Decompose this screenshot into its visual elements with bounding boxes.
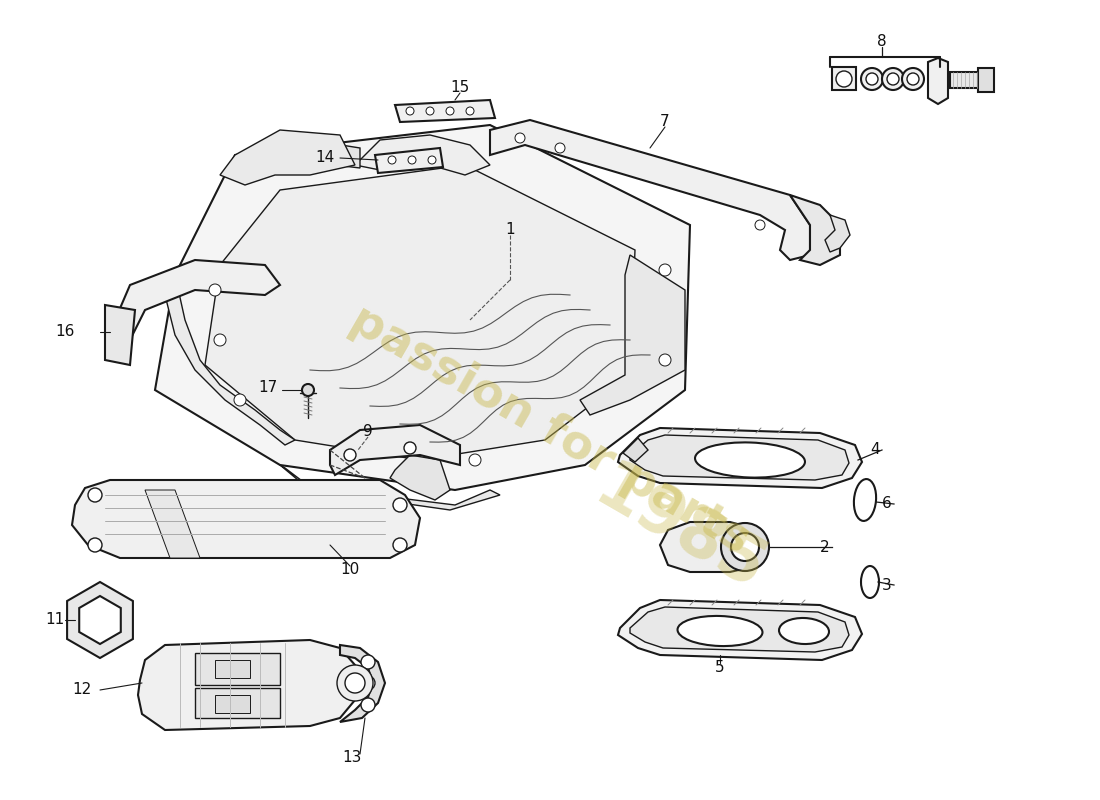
Text: 15: 15 [450, 81, 470, 95]
Polygon shape [825, 215, 850, 252]
Polygon shape [79, 596, 121, 644]
Circle shape [426, 107, 434, 115]
Polygon shape [395, 100, 495, 122]
Ellipse shape [695, 442, 805, 478]
Text: 3: 3 [882, 578, 892, 593]
Text: 5: 5 [715, 659, 725, 674]
Circle shape [234, 394, 246, 406]
Ellipse shape [678, 616, 762, 646]
Text: 1985: 1985 [583, 455, 777, 605]
Text: 6: 6 [882, 497, 892, 511]
Polygon shape [623, 438, 648, 462]
Polygon shape [104, 305, 135, 365]
Circle shape [882, 68, 904, 90]
Polygon shape [72, 480, 420, 558]
Text: 1: 1 [505, 222, 515, 238]
Polygon shape [220, 130, 355, 185]
Circle shape [344, 449, 356, 461]
Polygon shape [340, 645, 385, 722]
Polygon shape [375, 148, 443, 173]
Text: 13: 13 [342, 750, 362, 766]
Polygon shape [280, 465, 500, 510]
Circle shape [866, 73, 878, 85]
Polygon shape [330, 425, 460, 475]
Ellipse shape [779, 618, 829, 644]
Circle shape [755, 220, 764, 230]
Circle shape [732, 533, 759, 561]
Polygon shape [790, 195, 840, 265]
Circle shape [515, 133, 525, 143]
Text: 2: 2 [820, 539, 829, 554]
Polygon shape [580, 255, 685, 415]
Polygon shape [832, 67, 856, 90]
Text: 12: 12 [73, 682, 91, 698]
Polygon shape [490, 120, 810, 260]
Circle shape [428, 156, 436, 164]
Polygon shape [165, 275, 295, 445]
Circle shape [659, 264, 671, 276]
Circle shape [469, 454, 481, 466]
Text: 11: 11 [45, 613, 65, 627]
Polygon shape [630, 607, 849, 652]
Circle shape [902, 68, 924, 90]
Circle shape [659, 354, 671, 366]
Text: 8: 8 [877, 34, 887, 50]
Circle shape [393, 538, 407, 552]
Polygon shape [630, 435, 849, 480]
Circle shape [408, 156, 416, 164]
Circle shape [345, 673, 365, 693]
Text: passion for parts: passion for parts [342, 297, 758, 563]
Polygon shape [195, 653, 280, 685]
Polygon shape [660, 522, 768, 572]
Text: 14: 14 [316, 150, 336, 166]
Polygon shape [67, 582, 133, 658]
Circle shape [88, 488, 102, 502]
Circle shape [214, 334, 225, 346]
Polygon shape [618, 600, 862, 660]
Circle shape [88, 538, 102, 552]
Text: 4: 4 [870, 442, 880, 458]
Circle shape [556, 143, 565, 153]
Circle shape [361, 698, 375, 712]
Text: 10: 10 [340, 562, 360, 578]
Polygon shape [235, 140, 360, 182]
Polygon shape [355, 135, 490, 175]
Circle shape [209, 284, 221, 296]
Ellipse shape [854, 479, 876, 521]
Circle shape [388, 156, 396, 164]
Circle shape [361, 655, 375, 669]
Polygon shape [138, 640, 355, 730]
Polygon shape [214, 660, 250, 678]
Circle shape [404, 442, 416, 454]
Text: 17: 17 [258, 381, 278, 395]
Circle shape [337, 665, 373, 701]
Polygon shape [116, 260, 280, 340]
Circle shape [446, 107, 454, 115]
Circle shape [836, 71, 852, 87]
Polygon shape [390, 455, 450, 500]
Text: 7: 7 [660, 114, 670, 130]
Circle shape [361, 676, 375, 690]
Polygon shape [155, 125, 690, 490]
Text: 16: 16 [55, 325, 75, 339]
Ellipse shape [861, 566, 879, 598]
Polygon shape [950, 72, 980, 88]
Text: 9: 9 [363, 425, 373, 439]
Polygon shape [618, 428, 862, 488]
Polygon shape [145, 490, 200, 558]
Polygon shape [205, 165, 635, 460]
Circle shape [861, 68, 883, 90]
Circle shape [720, 523, 769, 571]
Circle shape [393, 498, 407, 512]
Polygon shape [928, 58, 948, 104]
Circle shape [466, 107, 474, 115]
Circle shape [406, 107, 414, 115]
Polygon shape [195, 688, 280, 718]
Circle shape [908, 73, 918, 85]
Circle shape [887, 73, 899, 85]
Polygon shape [978, 68, 994, 92]
Polygon shape [214, 695, 250, 713]
Circle shape [302, 384, 313, 396]
